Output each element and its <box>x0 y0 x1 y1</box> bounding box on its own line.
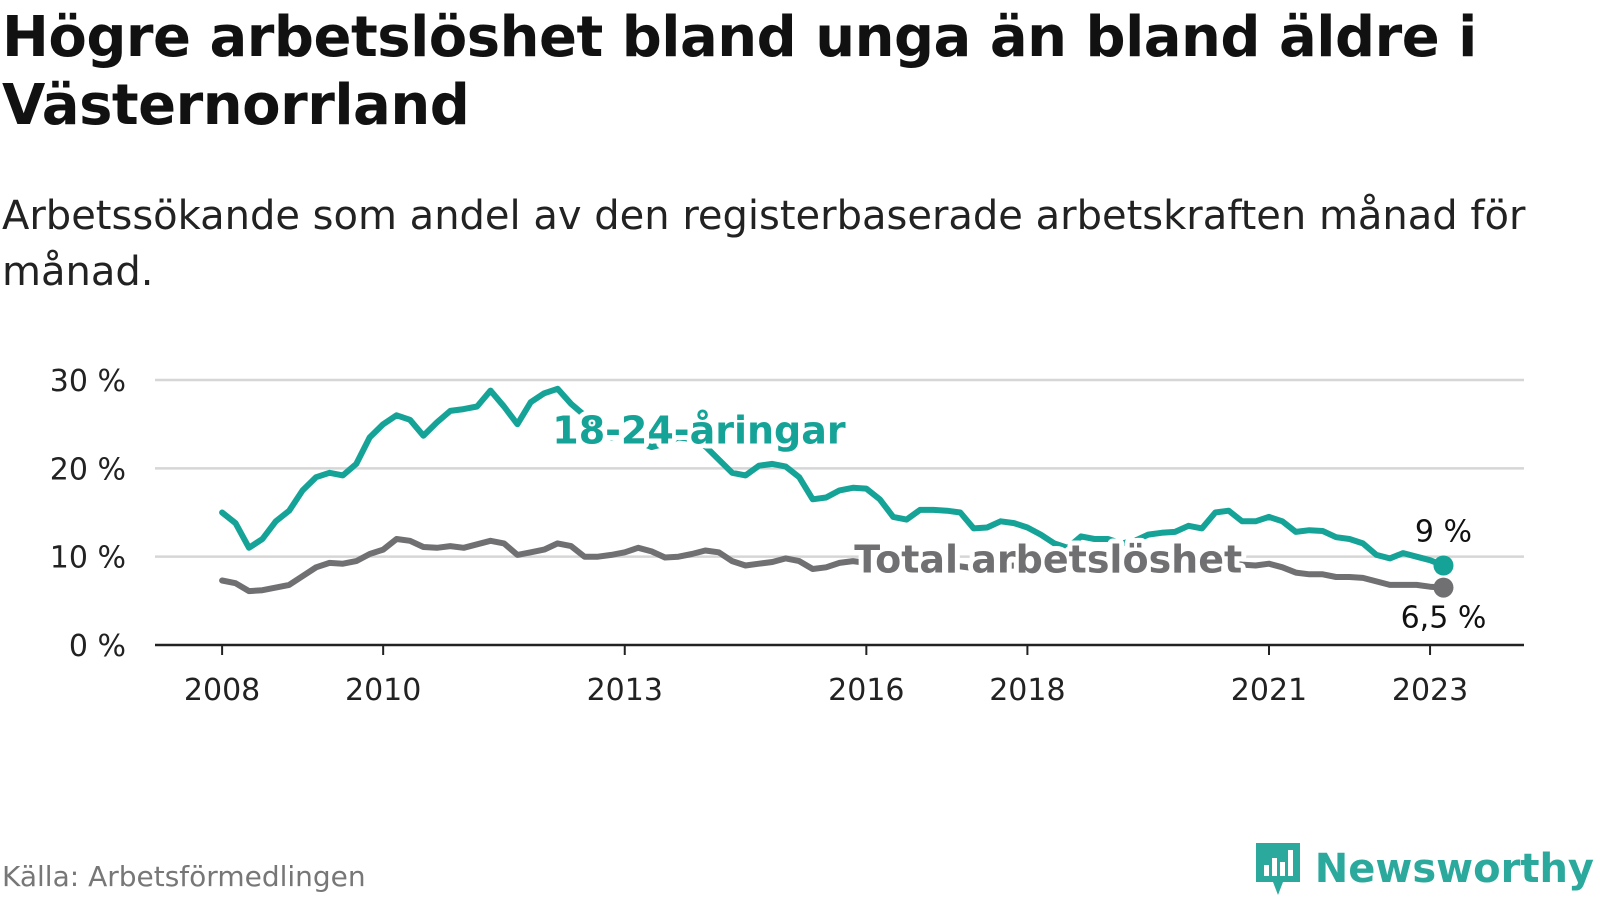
series-name-label: 18-24-åringar <box>552 409 846 453</box>
source-note: Källa: Arbetsförmedlingen <box>2 860 366 893</box>
series-line <box>219 385 1447 569</box>
x-tick-label: 2010 <box>345 673 421 708</box>
series-lines <box>219 385 1454 598</box>
brand-name: Newsworthy <box>1314 846 1594 892</box>
chart-title: Högre arbetslöshet bland unga än bland ä… <box>2 5 1477 138</box>
x-tick-label: 2021 <box>1231 673 1307 708</box>
x-tick-label: 2008 <box>184 673 260 708</box>
newsworthy-brand[interactable]: Newsworthy <box>1253 840 1594 898</box>
series-line <box>219 536 1447 595</box>
y-tick-label: 30 % <box>50 364 126 399</box>
series-labels: 9 % 6,5 % 18-24-åringar Total arbetslöshet <box>547 404 1487 636</box>
y-axis: 0 % 10 % 20 % 30 % <box>50 364 126 664</box>
end-value-label: 6,5 % <box>1401 601 1487 636</box>
chart-subtitle: Arbetssökande som andel av den registerb… <box>2 193 1526 295</box>
x-axis: 2008 2010 2013 2016 2018 2021 2023 <box>184 645 1468 708</box>
x-tick-label: 2016 <box>828 673 904 708</box>
y-tick-label: 20 % <box>50 452 126 487</box>
x-tick-label: 2023 <box>1392 673 1468 708</box>
y-tick-label: 0 % <box>69 629 126 664</box>
end-value-label: 9 % <box>1415 515 1472 550</box>
newsworthy-logo-icon <box>1255 843 1300 895</box>
line-chart: 0 % 10 % 20 % 30 % 2008 2010 2013 2016 2018 2021… <box>50 364 1524 708</box>
x-tick-label: 2018 <box>989 673 1065 708</box>
y-tick-label: 10 % <box>50 541 126 576</box>
end-point-marker <box>1433 577 1454 598</box>
end-point-marker <box>1433 555 1454 576</box>
series-name-label: Total arbetslöshet <box>854 538 1242 582</box>
x-tick-label: 2013 <box>587 673 663 708</box>
